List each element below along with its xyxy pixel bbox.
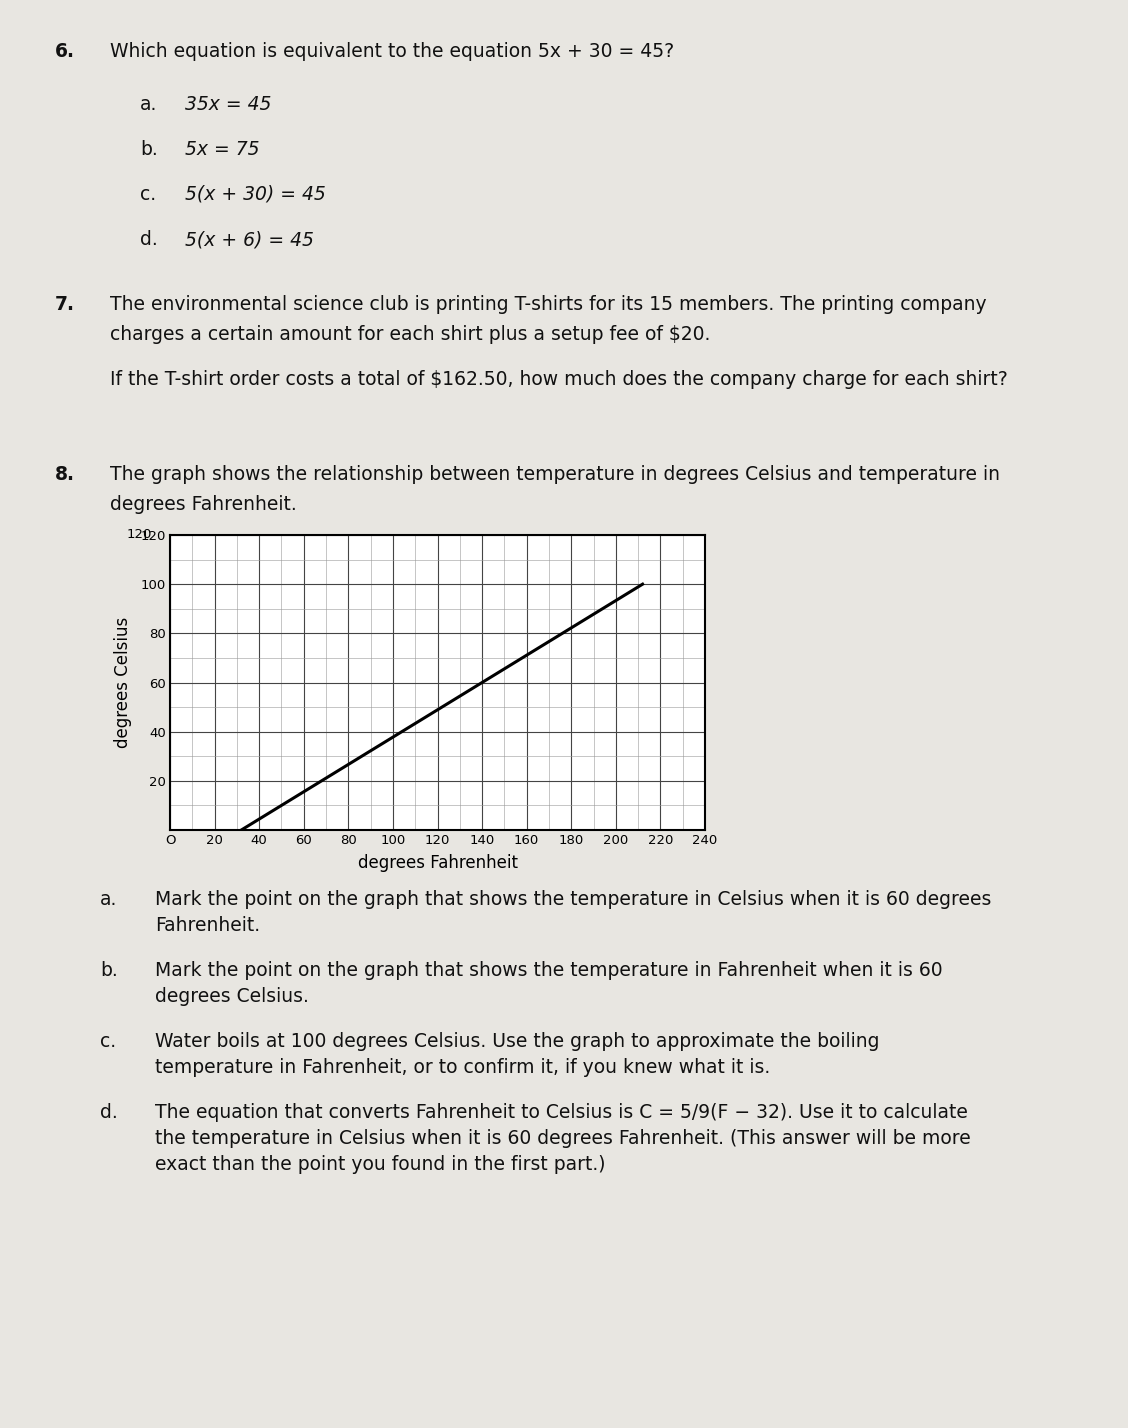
Text: 5(x + 30) = 45: 5(x + 30) = 45 (185, 186, 326, 204)
Text: b.: b. (100, 961, 117, 980)
Text: The equation that converts Fahrenheit to Celsius is C = 5/9(F − 32). Use it to c: The equation that converts Fahrenheit to… (155, 1102, 968, 1122)
Text: d.: d. (140, 230, 158, 248)
Text: Mark the point on the graph that shows the temperature in Fahrenheit when it is : Mark the point on the graph that shows t… (155, 961, 943, 980)
Y-axis label: degrees Celsius: degrees Celsius (114, 617, 132, 748)
Text: d.: d. (100, 1102, 117, 1122)
Text: If the T-shirt order costs a total of $162.50, how much does the company charge : If the T-shirt order costs a total of $1… (111, 370, 1007, 388)
X-axis label: degrees Fahrenheit: degrees Fahrenheit (358, 854, 518, 873)
Text: Mark the point on the graph that shows the temperature in Celsius when it is 60 : Mark the point on the graph that shows t… (155, 890, 992, 910)
Text: degrees Celsius.: degrees Celsius. (155, 987, 309, 1005)
Text: a.: a. (100, 890, 117, 910)
Text: 5x = 75: 5x = 75 (185, 140, 259, 159)
Text: 7.: 7. (55, 296, 74, 314)
Text: The environmental science club is printing T-shirts for its 15 members. The prin: The environmental science club is printi… (111, 296, 987, 314)
Text: c.: c. (140, 186, 156, 204)
Text: the temperature in Celsius when it is 60 degrees Fahrenheit. (This answer will b: the temperature in Celsius when it is 60… (155, 1130, 971, 1148)
Text: a.: a. (140, 96, 158, 114)
Text: 8.: 8. (55, 466, 74, 484)
Text: b.: b. (140, 140, 158, 159)
Text: degrees Fahrenheit.: degrees Fahrenheit. (111, 496, 297, 514)
Text: 35x = 45: 35x = 45 (185, 96, 272, 114)
Text: 120: 120 (126, 528, 152, 541)
Text: temperature in Fahrenheit, or to confirm it, if you knew what it is.: temperature in Fahrenheit, or to confirm… (155, 1058, 770, 1077)
Text: Fahrenheit.: Fahrenheit. (155, 915, 261, 935)
Text: Water boils at 100 degrees Celsius. Use the graph to approximate the boiling: Water boils at 100 degrees Celsius. Use … (155, 1032, 880, 1051)
Text: 6.: 6. (55, 41, 74, 61)
Text: Which equation is equivalent to the equation 5x + 30 = 45?: Which equation is equivalent to the equa… (111, 41, 675, 61)
Text: c.: c. (100, 1032, 116, 1051)
Text: exact than the point you found in the first part.): exact than the point you found in the fi… (155, 1155, 606, 1174)
Text: The graph shows the relationship between temperature in degrees Celsius and temp: The graph shows the relationship between… (111, 466, 1001, 484)
Text: charges a certain amount for each shirt plus a setup fee of $20.: charges a certain amount for each shirt … (111, 326, 711, 344)
Text: 5(x + 6) = 45: 5(x + 6) = 45 (185, 230, 314, 248)
